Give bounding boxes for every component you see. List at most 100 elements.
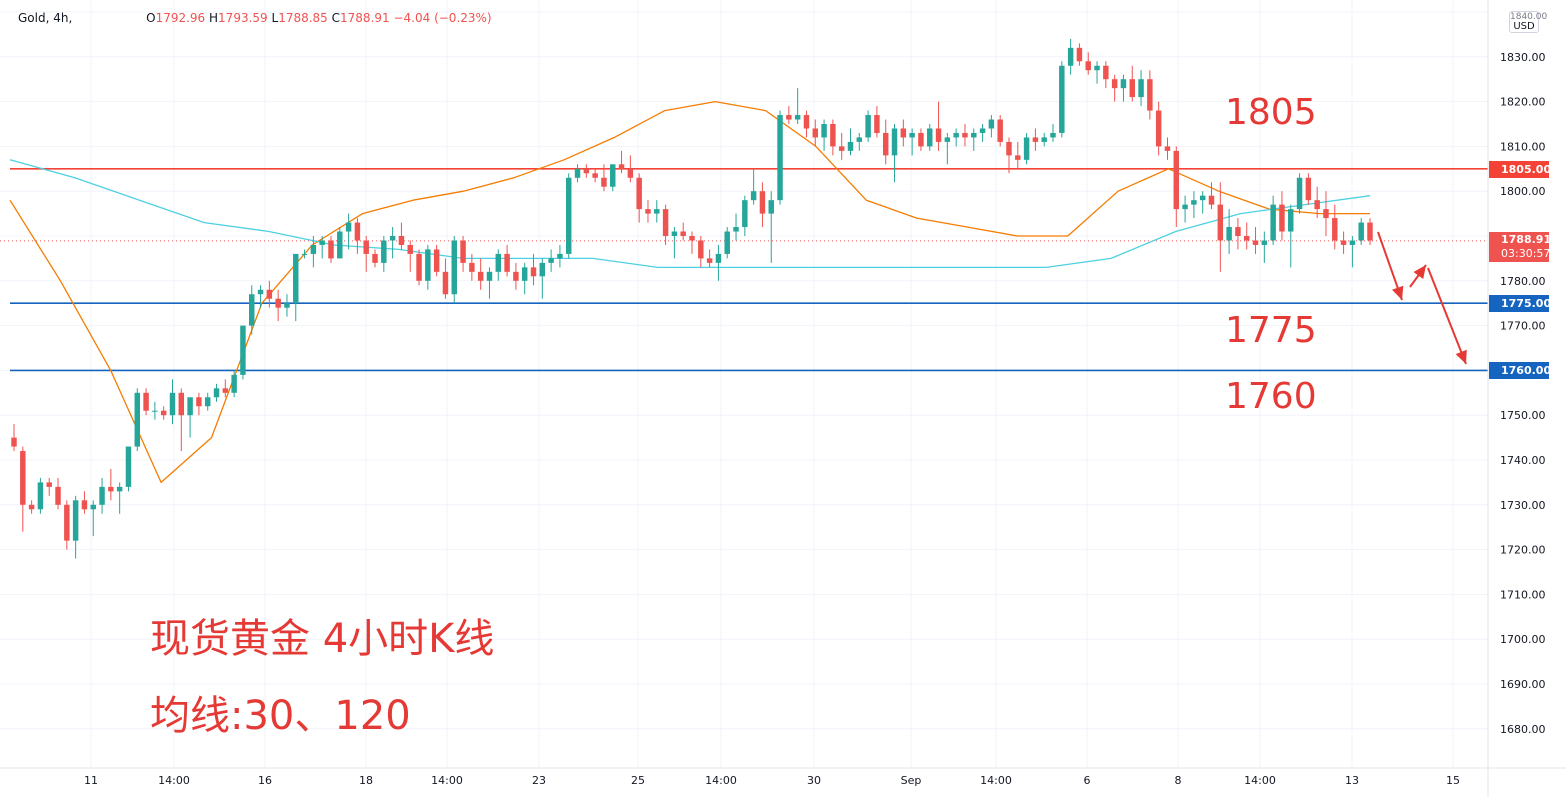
- candle: [1147, 70, 1153, 120]
- candle-body: [1103, 65, 1109, 80]
- candle: [618, 150, 625, 174]
- candle: [636, 173, 642, 223]
- candle: [398, 222, 405, 250]
- candle-body: [1199, 195, 1206, 201]
- candle: [1120, 74, 1127, 102]
- candle: [812, 119, 819, 147]
- candle: [865, 110, 871, 142]
- x-tick-label: 14:00: [980, 774, 1012, 787]
- candle-body: [1006, 141, 1012, 156]
- candle: [1305, 173, 1312, 205]
- candle-body: [169, 392, 176, 416]
- candle-body: [284, 303, 290, 308]
- legend-symbol[interactable]: Gold, 4h,: [18, 11, 73, 25]
- candle-body: [777, 115, 783, 201]
- candle: [988, 115, 995, 138]
- candle-body: [266, 289, 273, 299]
- candle: [55, 477, 61, 510]
- candle-body: [1191, 200, 1197, 205]
- candle-body: [433, 249, 440, 272]
- candle-body: [504, 253, 510, 272]
- candle: [1191, 191, 1197, 219]
- candle-body: [900, 128, 907, 138]
- candle-body: [1050, 132, 1056, 138]
- candle: [997, 115, 1003, 147]
- candle-body: [548, 258, 554, 263]
- chart-title-annotation: 现货黄金 4小时K线: [150, 616, 495, 662]
- candle-body: [1120, 79, 1127, 89]
- candle: [856, 132, 863, 151]
- candle-body: [178, 392, 185, 416]
- candle: [645, 200, 651, 223]
- support-1775-tag: 1775.00: [1489, 295, 1551, 312]
- y-tick-label: 1830.00: [1500, 51, 1546, 64]
- candle-body: [1111, 79, 1118, 89]
- bar-countdown: 03:30:57: [1501, 247, 1551, 260]
- candle: [319, 236, 325, 259]
- forecast-arrow-down-1-head: [1392, 285, 1404, 300]
- candle-body: [856, 137, 863, 142]
- candle: [240, 325, 246, 380]
- candle-body: [1076, 47, 1083, 62]
- candle: [64, 500, 70, 550]
- candle: [1332, 204, 1338, 250]
- candle: [662, 204, 669, 245]
- candle: [574, 164, 581, 183]
- candle-body: [724, 231, 730, 254]
- candle-body: [513, 271, 519, 281]
- candle-body: [583, 168, 590, 174]
- legend-low: 1788.85: [278, 11, 328, 25]
- candle: [909, 128, 915, 156]
- candle-body: [742, 200, 748, 228]
- moving-averages: [9, 100, 1371, 484]
- candle-body: [1340, 240, 1347, 245]
- currency-unit: USD: [1513, 21, 1535, 32]
- candle-body: [1296, 177, 1303, 210]
- candle: [37, 477, 44, 514]
- candle: [583, 164, 590, 178]
- candle: [1015, 141, 1021, 169]
- candle-body: [794, 115, 801, 120]
- candle-body: [240, 325, 246, 375]
- candle: [830, 119, 836, 156]
- candle: [249, 285, 255, 335]
- candle-body: [750, 191, 757, 201]
- forecast-arrow-up-head: [1413, 265, 1426, 280]
- support-1760-tag: 1760.00: [1489, 362, 1551, 379]
- candle-body: [565, 177, 572, 254]
- candle-body: [645, 209, 651, 214]
- candle-body: [231, 374, 237, 393]
- candle: [125, 446, 132, 492]
- candle-body: [46, 482, 52, 487]
- candle: [1023, 132, 1030, 165]
- candle: [715, 244, 722, 281]
- candle: [1314, 186, 1320, 219]
- candle: [601, 164, 607, 192]
- candle-body: [160, 410, 167, 416]
- candle-body: [1349, 240, 1356, 245]
- annotation-1775: 1775: [1225, 310, 1317, 351]
- candle-body: [803, 115, 810, 129]
- candle-body: [1332, 218, 1338, 241]
- candle: [310, 236, 317, 268]
- candle: [733, 213, 739, 241]
- candle: [20, 446, 26, 532]
- candle-body: [486, 271, 493, 281]
- candle: [1226, 209, 1232, 254]
- candle-body: [407, 244, 413, 254]
- candle-body: [962, 132, 968, 138]
- currency-selector[interactable]: 1840.00 USD: [1509, 11, 1547, 33]
- candle: [416, 249, 422, 286]
- candle: [1367, 218, 1373, 245]
- candle-body: [592, 173, 598, 178]
- candle-body: [477, 271, 484, 281]
- candle: [204, 392, 211, 411]
- candle-body: [345, 222, 352, 232]
- candle-body: [1041, 137, 1047, 142]
- candle: [874, 106, 880, 138]
- candle: [425, 244, 431, 290]
- candle-body: [627, 168, 634, 178]
- candle: [610, 164, 616, 192]
